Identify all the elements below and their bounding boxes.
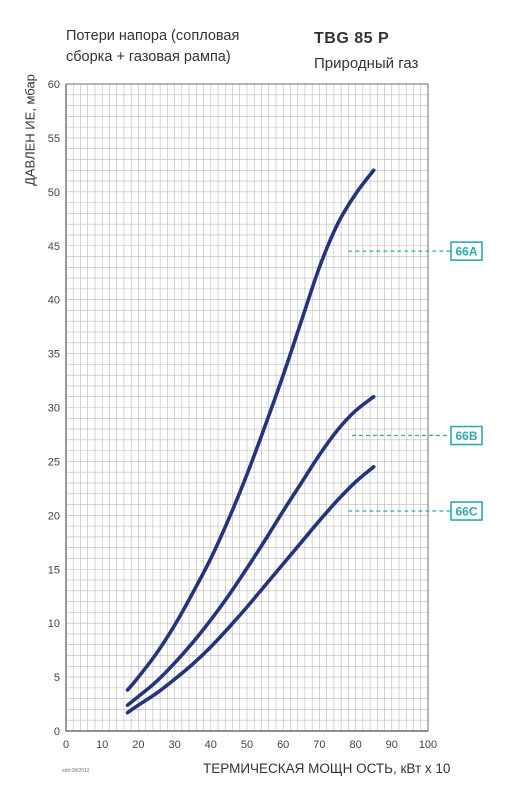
- subtitle-line-1: Потери напора (сопловая: [66, 28, 240, 44]
- subtitle-line-2: сборка + газовая рампа): [66, 49, 231, 65]
- y-tick-label: 5: [54, 672, 60, 684]
- y-tick-label: 40: [48, 295, 60, 307]
- y-tick-label: 25: [48, 456, 60, 468]
- x-tick-label: 100: [419, 739, 437, 751]
- curve-66c: [125, 465, 376, 715]
- edition-code: edit.08/2012: [62, 768, 90, 774]
- chart-subtitle: Потери напора (сопловая сборка + газовая…: [66, 26, 266, 68]
- x-axis-label: ТЕРМИЧЕСКАЯ МОЩН ОСТЬ, кВт x 10: [203, 761, 451, 776]
- tick-labels: 0 10 20 30 40 50 60 70 80 90 100 0 5 10 15 20 25 30 35 40 45…: [48, 79, 437, 751]
- y-tick-label: 60: [48, 79, 60, 91]
- y-tick-label: 10: [48, 618, 60, 630]
- x-tick-label: 10: [96, 739, 108, 751]
- chart-axes: [65, 83, 429, 732]
- x-tick-label: 20: [132, 739, 144, 751]
- x-tick-label: 90: [386, 739, 398, 751]
- curve-66b: [125, 394, 376, 707]
- y-tick-label: 45: [48, 241, 60, 253]
- marker-box-66b: [450, 425, 483, 446]
- y-tick-label: 15: [48, 564, 60, 576]
- x-tick-label: 0: [63, 739, 69, 751]
- x-tick-label: 40: [205, 739, 217, 751]
- x-tick-label: 30: [168, 739, 180, 751]
- x-tick-label: 80: [349, 739, 361, 751]
- marker-label-66b: 66B: [455, 429, 477, 443]
- y-tick-label: 50: [48, 187, 60, 199]
- x-tick-label: 70: [313, 739, 325, 751]
- curves: [125, 168, 376, 715]
- marker-label-66c: 66C: [455, 505, 477, 519]
- marker-box-66c: [450, 501, 483, 521]
- y-tick-label: 55: [48, 133, 60, 145]
- curve-66a: [125, 168, 376, 692]
- y-tick-label: 35: [48, 349, 60, 361]
- model-title: TBG 85 P: [314, 30, 390, 47]
- y-tick-label: 0: [54, 726, 60, 738]
- x-tick-label: 50: [241, 739, 253, 751]
- y-tick-label: 20: [48, 510, 60, 522]
- x-tick-label: 60: [277, 739, 289, 751]
- curve-markers: 66A 66B 66C: [348, 241, 483, 521]
- marker-box-66a: [450, 241, 483, 261]
- gas-type-label: Природный газ: [314, 55, 419, 72]
- chart-grid: [65, 83, 429, 732]
- y-tick-label: 30: [48, 403, 60, 415]
- marker-label-66a: 66A: [455, 245, 477, 259]
